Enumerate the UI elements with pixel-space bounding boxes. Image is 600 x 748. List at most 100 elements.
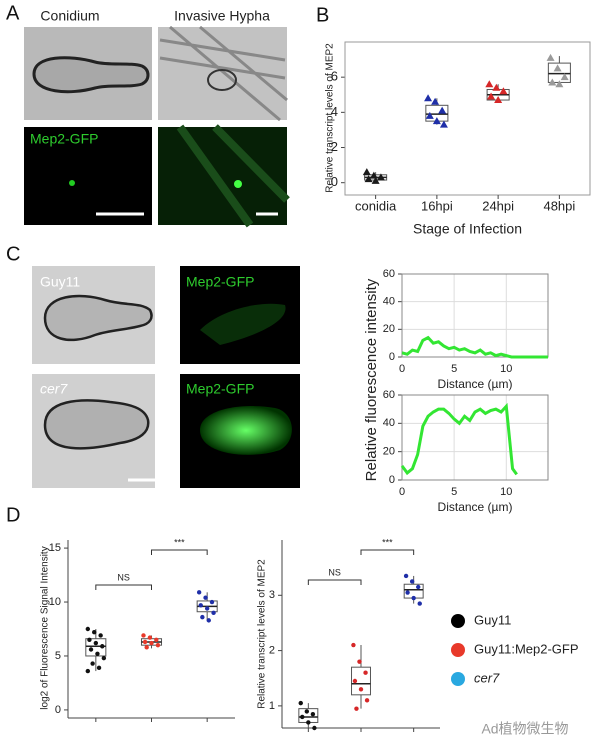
data-point [492,83,501,91]
y-tick-label: 3 [269,589,275,601]
data-point [485,80,494,88]
y-tick-label: 4 [331,104,338,119]
data-point [90,661,95,666]
y-axis-label: log2 of Fluorescence Signal Intensity [40,546,51,709]
y-tick-label: 10 [49,596,61,608]
data-point [357,659,362,664]
intensity-line [401,335,548,359]
data-point [352,678,358,684]
y-tick-label: 0 [55,704,61,716]
x-tick-label: 0 [399,486,405,498]
y-tick-label: 0 [331,174,338,189]
data-point [487,92,496,100]
data-point [432,117,441,125]
x-tick-label: 16hpi [421,198,453,213]
data-point [155,642,161,648]
data-point [364,175,373,183]
data-point [142,639,148,645]
x-tick-label: 10 [500,486,512,498]
panel-label: A [6,2,20,24]
image-title: Conidium [40,8,99,24]
data-point [358,687,364,692]
data-point [306,720,311,725]
data-point [312,725,317,731]
data-point [555,80,564,88]
plot-frame [401,394,549,481]
data-point [203,595,208,600]
data-point [438,106,447,114]
data-point [95,651,100,657]
x-axis-label: Distance (µm) [438,377,513,391]
y-tick-label: 15 [49,542,61,554]
significance-label: *** [382,537,393,547]
data-point [424,94,433,102]
plot-frame [344,41,591,196]
y-tick-label: 20 [383,323,395,335]
data-point [553,64,562,72]
significance-bracket [307,579,362,585]
channel-label: Mep2-GFP [30,131,98,147]
significance-bracket [360,549,415,555]
data-point [101,655,107,661]
y-tick-label: 40 [383,296,395,308]
data-point [403,573,409,579]
data-point [211,610,216,616]
y-tick-label: 60 [383,268,395,280]
plot-frame [401,273,549,358]
image-title: Invasive Hypha [174,8,270,24]
panel-label: D [6,504,20,526]
data-point [362,168,371,176]
data-point [371,176,380,184]
y-axis-label: Relative transcript levels of MEP2 [257,559,268,709]
y-tick-label: 6 [331,69,338,84]
legend-swatch [451,614,465,628]
data-point [304,709,310,714]
y-tick-label: 60 [383,389,395,401]
data-point [200,614,205,620]
strain-label: Guy11 [40,274,80,290]
legend-label: Guy11:Mep2-GFP [474,641,579,656]
significance-bracket [151,549,208,555]
data-point [416,584,421,590]
data-point [87,637,92,642]
data-point [209,599,215,605]
significance-label: *** [174,537,185,547]
data-point [88,647,94,652]
data-point [494,96,503,104]
data-point [149,640,154,646]
y-tick-label: 20 [383,446,395,458]
significance-bracket [95,584,152,590]
data-point [425,111,434,119]
y-tick-label: 40 [383,417,395,429]
data-point [417,601,422,606]
x-tick-label: 0 [399,363,405,375]
channel-label: Mep2-GFP [186,274,254,290]
y-tick-label: 0 [389,474,395,486]
data-point [206,618,211,623]
y-tick-label: 5 [55,650,61,662]
significance-label: NS [328,567,341,577]
data-point [363,670,368,675]
data-point [147,635,153,640]
x-tick-label: 24hpi [482,198,514,213]
data-point [546,53,555,61]
data-point [141,633,146,638]
micrograph [32,266,300,488]
panel-label: C [6,243,20,265]
data-point [405,590,410,595]
channel-label: Mep2-GFP [186,381,254,397]
data-point [548,78,557,86]
micrograph [24,25,290,228]
legend-label: Guy11 [474,612,511,627]
y-tick-label: 0 [389,351,395,363]
legend-label: cer7 [474,670,500,685]
data-point [93,640,99,646]
data-point [369,171,378,179]
x-axis-label: Distance (µm) [438,500,513,514]
data-point [144,645,149,650]
data-point [96,665,102,671]
x-tick-label: 5 [451,486,457,498]
data-point [85,668,91,674]
data-point [431,97,440,105]
